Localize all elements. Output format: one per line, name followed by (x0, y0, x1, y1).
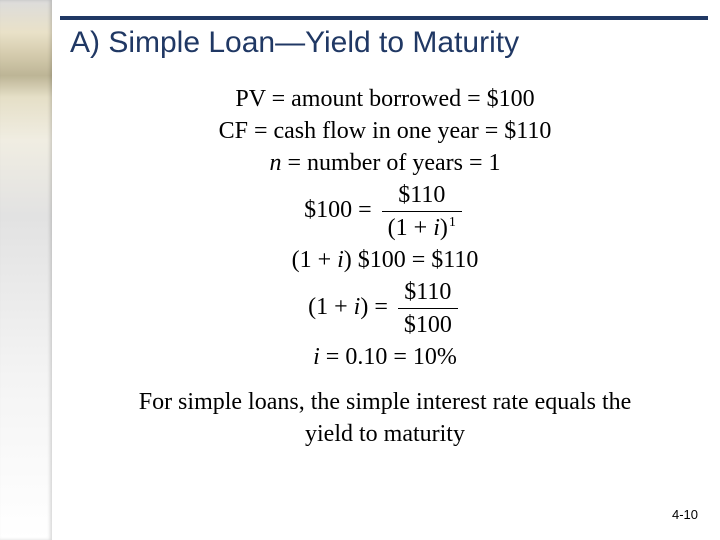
txt: (1 + (388, 215, 434, 241)
txt: ) $100 = $110 (344, 247, 479, 273)
var-n: n (269, 150, 281, 176)
fraction-1-num: $110 (382, 180, 462, 210)
fraction-2: $110 $100 (398, 277, 458, 340)
page-number: 4-10 (672, 507, 698, 522)
fraction-2-num: $110 (398, 277, 458, 307)
eq-step1-lhs: $100 = (304, 197, 378, 223)
txt: (1 + (308, 294, 354, 320)
eq-n: n = number of years = 1 (80, 148, 690, 178)
eq-pv: PV = amount borrowed = $100 (80, 84, 690, 114)
fraction-1-den: (1 + i)1 (382, 213, 462, 243)
eq-cf: CF = cash flow in one year = $110 (80, 116, 690, 146)
closing-line-1: For simple loans, the simple interest ra… (80, 386, 690, 418)
slide-body: PV = amount borrowed = $100 CF = cash fl… (80, 82, 690, 451)
var-i: i (433, 215, 440, 241)
heading-rule (60, 16, 708, 20)
txt: (1 + (292, 247, 338, 273)
slide-title: A) Simple Loan—Yield to Maturity (70, 26, 519, 60)
eq-step3: (1 + i) = $110 $100 (80, 277, 690, 340)
eq-step2: (1 + i) $100 = $110 (80, 245, 690, 275)
fraction-1-bar (382, 211, 462, 212)
exponent-1: 1 (449, 215, 456, 230)
closing-line-2: yield to maturity (80, 418, 690, 450)
fraction-1: $110 (1 + i)1 (382, 180, 462, 243)
txt: = 0.10 = 10% (320, 344, 457, 370)
fraction-2-bar (398, 308, 458, 309)
fraction-2-den: $100 (398, 310, 458, 340)
closing-statement: For simple loans, the simple interest ra… (80, 386, 690, 451)
txt: ) = (360, 294, 394, 320)
slide: A) Simple Loan—Yield to Maturity PV = am… (0, 0, 720, 540)
eq-n-rest: = number of years = 1 (281, 150, 500, 176)
eq-step1: $100 = $110 (1 + i)1 (80, 180, 690, 243)
decorative-coin-strip (0, 0, 52, 540)
txt: ) (440, 215, 448, 241)
var-i: i (313, 344, 320, 370)
var-i: i (337, 247, 344, 273)
eq-result: i = 0.10 = 10% (80, 342, 690, 372)
